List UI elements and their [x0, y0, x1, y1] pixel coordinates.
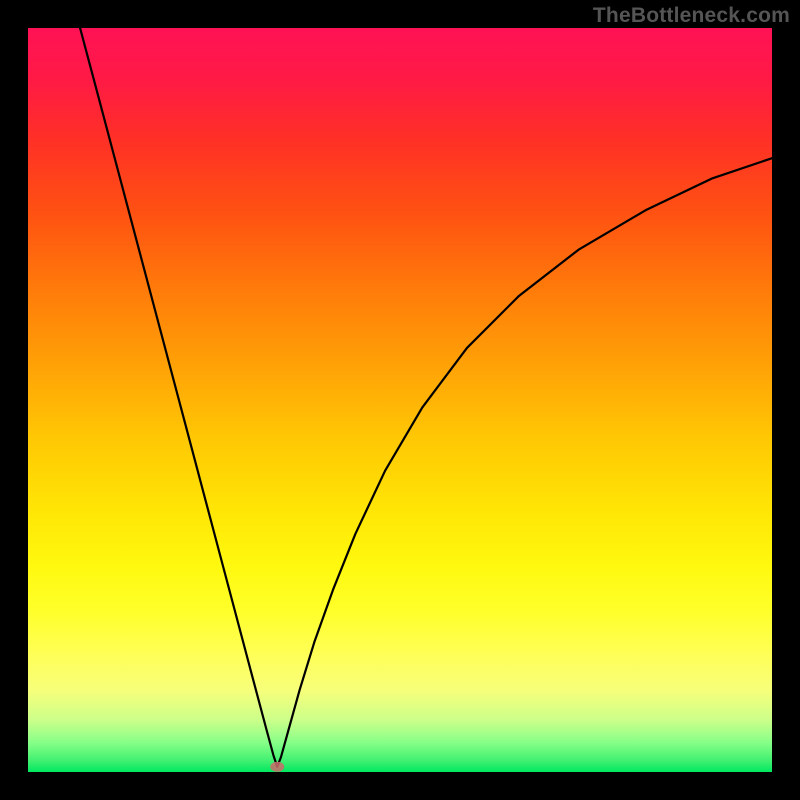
chart-frame: TheBottleneck.com [0, 0, 800, 800]
gradient-background [28, 28, 772, 772]
plot-area [28, 28, 772, 772]
optimal-point-marker [270, 762, 284, 772]
watermark-label: TheBottleneck.com [593, 4, 790, 28]
chart-svg [28, 28, 772, 772]
